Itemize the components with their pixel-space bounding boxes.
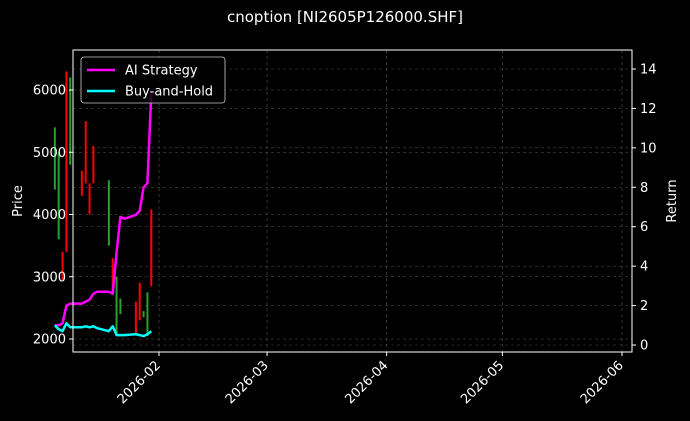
tick-label: 8 [640,181,648,196]
tick-label: 3000 [33,270,66,285]
tick-label: 2026-02 [115,358,164,407]
tick-label: 2026-06 [578,358,627,407]
tick-label: 10 [640,141,657,156]
legend-label: AI Strategy [125,64,198,79]
tick-label: 2026-05 [458,358,507,407]
tick-label: 4000 [33,208,66,223]
chart-title: cnoption [NI2605P126000.SHF] [227,8,463,26]
price-axis-label: Price [11,185,26,217]
tick-label: 12 [640,102,657,117]
tick-label: 2 [640,299,648,314]
tick-label: 5000 [33,146,66,161]
price-axis: 2000 3000 4000 5000 6000 [33,84,73,348]
tick-label: 14 [640,63,657,78]
tick-label: 6 [640,220,648,235]
legend: AI Strategy Buy-and-Hold [80,56,226,104]
series-line [53,322,153,338]
tick-label: 2000 [33,333,66,348]
series-line [54,92,153,327]
tick-label: 4 [640,260,648,275]
tick-label: 2026-04 [342,358,391,407]
return-axis-label: Return [665,179,680,222]
date-axis: 2026-02 2026-03 2026-04 2026-05 2026-06 [115,352,627,407]
return-lines [53,92,153,338]
tick-label: 0 [640,339,648,354]
return-axis: 0 2 4 6 8 10 12 14 [632,63,657,354]
price-candles [53,71,153,336]
tick-label: 2026-03 [223,358,272,407]
tick-label: 6000 [33,84,66,99]
legend-label: Buy-and-Hold [125,85,213,100]
legend-box [80,56,226,104]
plot-frame [72,49,633,353]
